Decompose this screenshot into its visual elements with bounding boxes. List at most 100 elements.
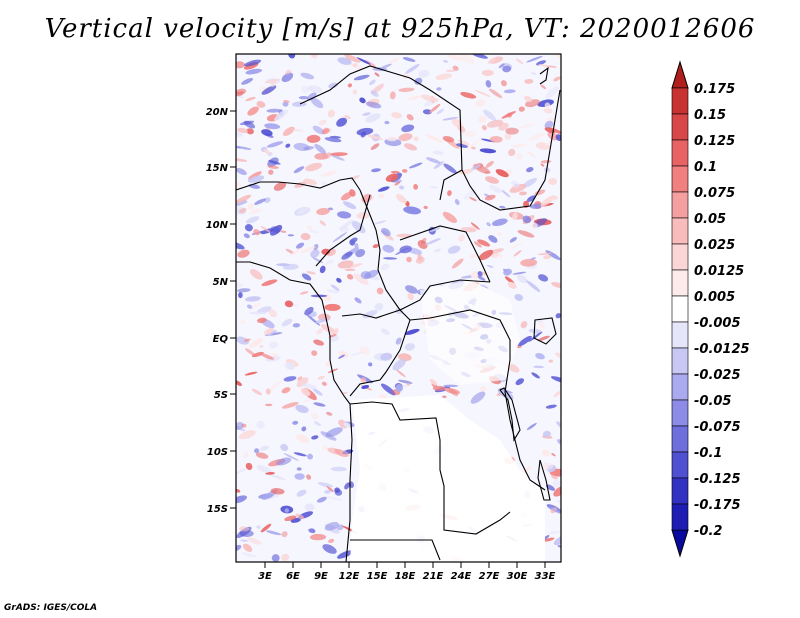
colorbar-cell	[671, 503, 689, 531]
field-speckle	[307, 453, 313, 460]
field-speckle	[261, 85, 277, 95]
colorbar-cell	[671, 347, 689, 375]
field-speckle	[315, 318, 329, 324]
field-speckle	[270, 352, 279, 357]
field-speckle	[261, 279, 278, 287]
field-speckle	[270, 80, 277, 88]
field-speckle	[341, 251, 353, 260]
field-speckle	[526, 422, 537, 431]
field-speckle	[551, 376, 561, 384]
field-speckle	[336, 550, 353, 559]
lon-tick-label: 33E	[535, 571, 556, 582]
colorbar-cell	[671, 425, 689, 453]
field-speckle	[426, 134, 443, 143]
field-speckle	[474, 89, 491, 97]
field-speckle	[531, 372, 540, 379]
field-speckle	[509, 241, 525, 249]
field-speckle	[495, 169, 509, 178]
field-speckle	[530, 203, 542, 209]
field-speckle	[347, 263, 363, 269]
field-speckle	[418, 69, 430, 78]
field-speckle	[325, 496, 343, 501]
field-speckle	[265, 133, 274, 138]
lat-tick-label: 10N	[206, 220, 229, 231]
colorbar-cell	[671, 451, 689, 479]
field-speckle	[296, 377, 309, 388]
field-speckle	[314, 421, 322, 427]
field-speckle	[283, 453, 299, 461]
colorbar-cell	[671, 373, 689, 401]
field-speckle	[539, 321, 545, 330]
lon-tick-label: 3E	[258, 571, 272, 582]
colorbar-label: 0.05	[694, 212, 726, 227]
field-speckle	[257, 317, 267, 324]
field-speckle	[543, 255, 552, 260]
field-speckle	[498, 63, 505, 69]
field-speckle	[311, 54, 318, 59]
colorbar-label: 0.005	[694, 290, 735, 305]
field-speckle	[300, 246, 316, 254]
field-speckle	[545, 86, 560, 99]
field-speckle	[269, 341, 278, 349]
field-speckle	[273, 181, 287, 191]
field-speckle	[311, 435, 319, 440]
colorbar-bottom-arrow	[671, 529, 689, 558]
field-speckle	[256, 306, 272, 314]
field-speckle	[460, 227, 477, 233]
field-speckle	[316, 328, 324, 335]
field-speckle	[382, 244, 395, 253]
field-speckle	[522, 177, 537, 188]
field-speckle	[236, 91, 244, 97]
colorbar-cell	[671, 477, 689, 505]
field-speckle	[526, 167, 534, 173]
field-speckle	[404, 343, 415, 351]
lat-tick-label: 5N	[213, 277, 229, 288]
field-speckle	[285, 143, 291, 148]
colorbar-cell	[671, 399, 689, 427]
lat-axis: 20N 15N 10N 5N EQ 5S 10S 15S	[206, 107, 236, 515]
colorbar-label: -0.2	[694, 524, 722, 539]
field-speckle	[488, 184, 503, 193]
field-speckle	[503, 89, 516, 94]
field-speckle	[488, 235, 498, 243]
field-speckle	[504, 132, 512, 140]
field-speckle	[344, 482, 351, 490]
field-speckle	[377, 186, 390, 192]
field-speckle	[313, 402, 326, 407]
field-speckle	[236, 242, 245, 250]
field-speckle	[528, 132, 546, 141]
field-speckle	[370, 143, 380, 150]
field-speckle	[318, 119, 327, 126]
field-speckle	[325, 361, 332, 367]
field-speckle	[435, 73, 452, 81]
field-speckle	[305, 162, 323, 172]
colorbar-cell	[671, 243, 689, 271]
field-speckle	[413, 184, 419, 190]
field-speckle	[327, 109, 336, 118]
field-speckle	[316, 496, 327, 503]
field-speckle	[256, 464, 273, 475]
colorbar-cell	[671, 295, 689, 323]
field-speckle	[304, 503, 315, 511]
field-speckle	[469, 253, 478, 259]
field-speckle	[473, 241, 482, 248]
lon-tick-label: 6E	[286, 571, 300, 582]
field-speckle	[236, 131, 244, 137]
field-speckle	[545, 404, 557, 409]
field-speckle	[537, 252, 552, 256]
field-speckle	[296, 207, 310, 215]
colorbar-cell	[671, 269, 689, 297]
field-speckle	[396, 194, 407, 204]
field-speckle	[236, 158, 248, 162]
field-speckle	[517, 274, 528, 284]
field-speckle	[470, 391, 486, 404]
field-speckle	[471, 146, 476, 150]
field-speckle	[349, 189, 356, 197]
field-speckle	[285, 248, 295, 255]
field-speckle	[351, 220, 366, 234]
field-speckle	[511, 143, 527, 148]
field-speckle	[294, 473, 305, 480]
field-speckle	[458, 234, 465, 242]
colorbar-label: 0.075	[694, 186, 735, 201]
